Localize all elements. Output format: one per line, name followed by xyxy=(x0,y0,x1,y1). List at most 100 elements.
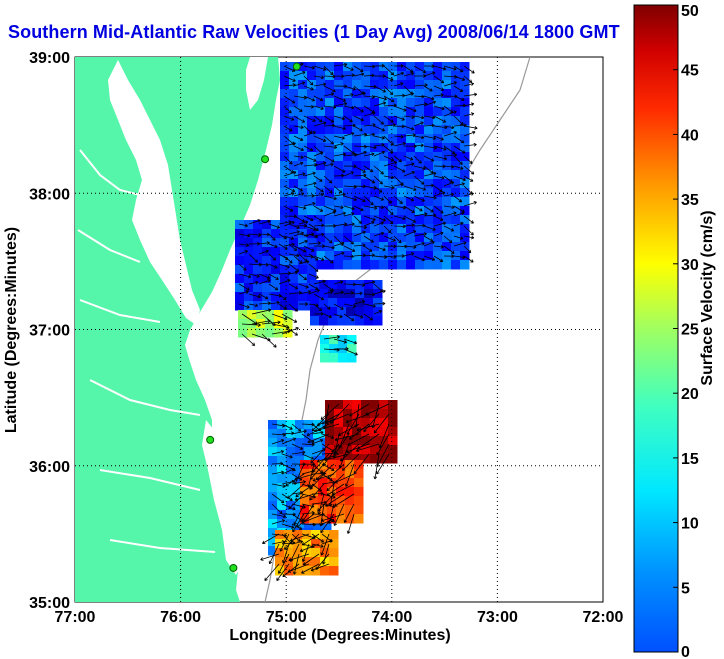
velocity-cell xyxy=(334,161,344,171)
velocity-arrow xyxy=(413,175,425,185)
velocity-arrow xyxy=(271,540,285,545)
velocity-arrow xyxy=(423,123,435,128)
velocity-cell xyxy=(244,247,254,257)
velocity-cell xyxy=(354,478,364,488)
velocity-arrow xyxy=(298,302,309,306)
velocity-cell xyxy=(379,445,389,455)
velocity-arrow xyxy=(353,72,365,77)
velocity-arrow xyxy=(334,433,360,442)
velocity-cell xyxy=(280,274,290,284)
velocity-arrow xyxy=(323,162,334,167)
colorbar-tick-label: 50 xyxy=(681,3,699,20)
velocity-arrow xyxy=(413,232,427,237)
velocity-arrow xyxy=(463,215,474,224)
velocity-arrow xyxy=(353,125,363,132)
velocity-arrow xyxy=(423,64,435,69)
velocity-cell xyxy=(352,206,362,216)
velocity-arrow xyxy=(268,233,276,241)
velocity-arrow xyxy=(423,85,433,92)
velocity-arrow xyxy=(238,233,251,238)
velocity-cell xyxy=(364,298,374,308)
velocity-cell xyxy=(415,161,425,171)
velocity-arrow xyxy=(323,245,335,250)
velocity-arrow xyxy=(355,443,380,453)
velocity-cell xyxy=(320,530,330,540)
velocity-cell xyxy=(451,80,461,90)
velocity-arrow xyxy=(295,483,315,498)
velocity-arrow xyxy=(343,145,355,155)
velocity-cell xyxy=(235,301,245,311)
rivers xyxy=(77,149,216,553)
velocity-cell xyxy=(379,242,389,252)
velocity-cell xyxy=(289,283,299,293)
velocity-cell xyxy=(379,436,389,446)
velocity-cell xyxy=(283,328,293,338)
velocity-arrow xyxy=(343,313,355,322)
velocity-arrow xyxy=(308,223,319,232)
velocity-arrow xyxy=(298,273,307,281)
velocity-cell xyxy=(352,125,362,135)
velocity-cell xyxy=(424,251,434,261)
velocity-arrow xyxy=(413,255,425,262)
velocity-cell xyxy=(274,310,284,320)
velocity-arrow xyxy=(343,85,356,91)
velocity-cell xyxy=(361,418,371,428)
velocity-arrow xyxy=(443,211,457,217)
velocity-arrow xyxy=(463,142,477,147)
velocity-cell xyxy=(433,260,443,270)
velocity-cell xyxy=(336,478,346,488)
grid-lines xyxy=(75,57,603,602)
velocity-cell xyxy=(334,206,344,216)
velocity-arrow xyxy=(311,413,330,432)
velocity-arrow xyxy=(278,220,292,225)
velocity-cell xyxy=(298,170,308,180)
velocity-cell xyxy=(289,134,299,144)
velocity-cell xyxy=(316,62,326,72)
velocity-cell xyxy=(424,89,434,99)
velocity-arrow xyxy=(248,303,259,308)
velocity-arrow xyxy=(353,215,362,224)
velocity-arrow xyxy=(373,195,385,201)
velocity-cell xyxy=(379,62,389,72)
velocity-cell xyxy=(442,116,452,126)
velocity-cell xyxy=(302,548,312,558)
velocity-arrow xyxy=(321,539,333,545)
velocity-arrow xyxy=(271,513,286,519)
velocity-arrow xyxy=(463,82,474,87)
velocity-cell xyxy=(334,143,344,153)
velocity-cell xyxy=(280,98,290,108)
velocity-arrow xyxy=(321,433,335,440)
velocity-arrow xyxy=(268,253,277,261)
velocity-arrow xyxy=(308,263,319,272)
velocity-arrow xyxy=(403,115,415,119)
velocity-arrow xyxy=(343,105,355,110)
y-tick-label: 37:00 xyxy=(29,323,70,340)
velocity-cell xyxy=(325,409,335,419)
velocity-cell xyxy=(424,143,434,153)
velocity-cell xyxy=(310,307,320,317)
velocity-cell xyxy=(247,319,257,329)
velocity-cell xyxy=(298,71,308,81)
velocity-arrow xyxy=(393,71,405,77)
velocity-cell xyxy=(298,265,308,275)
velocity-cell xyxy=(433,143,443,153)
velocity-arrow xyxy=(343,303,357,308)
velocity-cell xyxy=(277,456,287,466)
velocity-cell xyxy=(256,319,266,329)
velocity-cell xyxy=(307,116,317,126)
velocity-cell xyxy=(397,233,407,243)
velocity-arrow xyxy=(413,195,425,202)
colorbar-tick-label: 30 xyxy=(681,257,699,274)
velocity-cell xyxy=(379,251,389,261)
velocity-arrow xyxy=(278,553,290,574)
velocity-arrow xyxy=(281,523,295,529)
velocity-cell xyxy=(361,400,371,410)
velocity-arrow xyxy=(313,65,327,71)
velocity-cell xyxy=(379,454,389,464)
velocity-arrow xyxy=(333,165,346,173)
velocity-arrow xyxy=(324,453,350,462)
velocity-cell xyxy=(307,274,317,284)
velocity-cell xyxy=(370,197,380,207)
velocity-arrow xyxy=(333,303,344,310)
velocity-arrow xyxy=(363,205,378,210)
